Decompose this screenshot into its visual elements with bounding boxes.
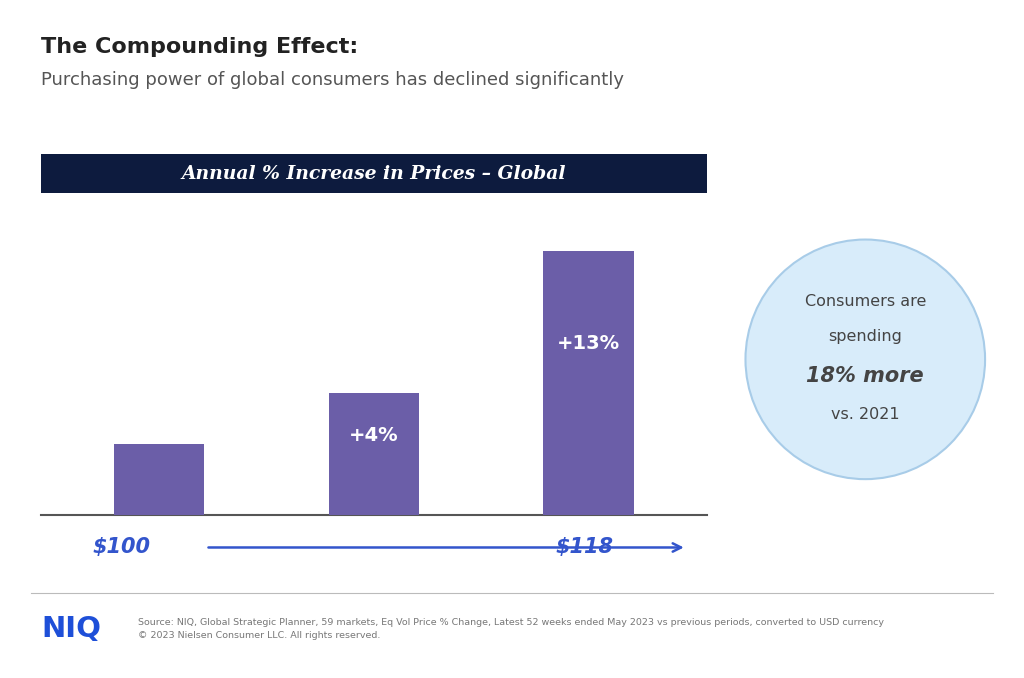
Text: The Compounding Effect:: The Compounding Effect: <box>41 37 358 57</box>
Text: $100: $100 <box>92 538 151 557</box>
Text: 18% more: 18% more <box>807 366 924 386</box>
Text: $118: $118 <box>555 538 613 557</box>
Text: spending: spending <box>828 329 902 344</box>
Text: NIQ: NIQ <box>41 615 101 643</box>
Text: +4%: +4% <box>349 426 398 445</box>
Text: vs. 2021: vs. 2021 <box>830 407 900 422</box>
Bar <box>114 444 204 515</box>
Text: +13%: +13% <box>557 334 621 353</box>
Bar <box>544 251 634 515</box>
Text: Consumers are: Consumers are <box>805 294 926 309</box>
Text: Source: NIQ, Global Strategic Planner, 59 markets, Eq Vol Price % Change, Latest: Source: NIQ, Global Strategic Planner, 5… <box>138 618 885 640</box>
Text: Purchasing power of global consumers has declined significantly: Purchasing power of global consumers has… <box>41 71 624 89</box>
Bar <box>329 393 419 515</box>
Text: Annual % Increase in Prices – Global: Annual % Increase in Prices – Global <box>181 165 566 182</box>
Circle shape <box>745 239 985 479</box>
